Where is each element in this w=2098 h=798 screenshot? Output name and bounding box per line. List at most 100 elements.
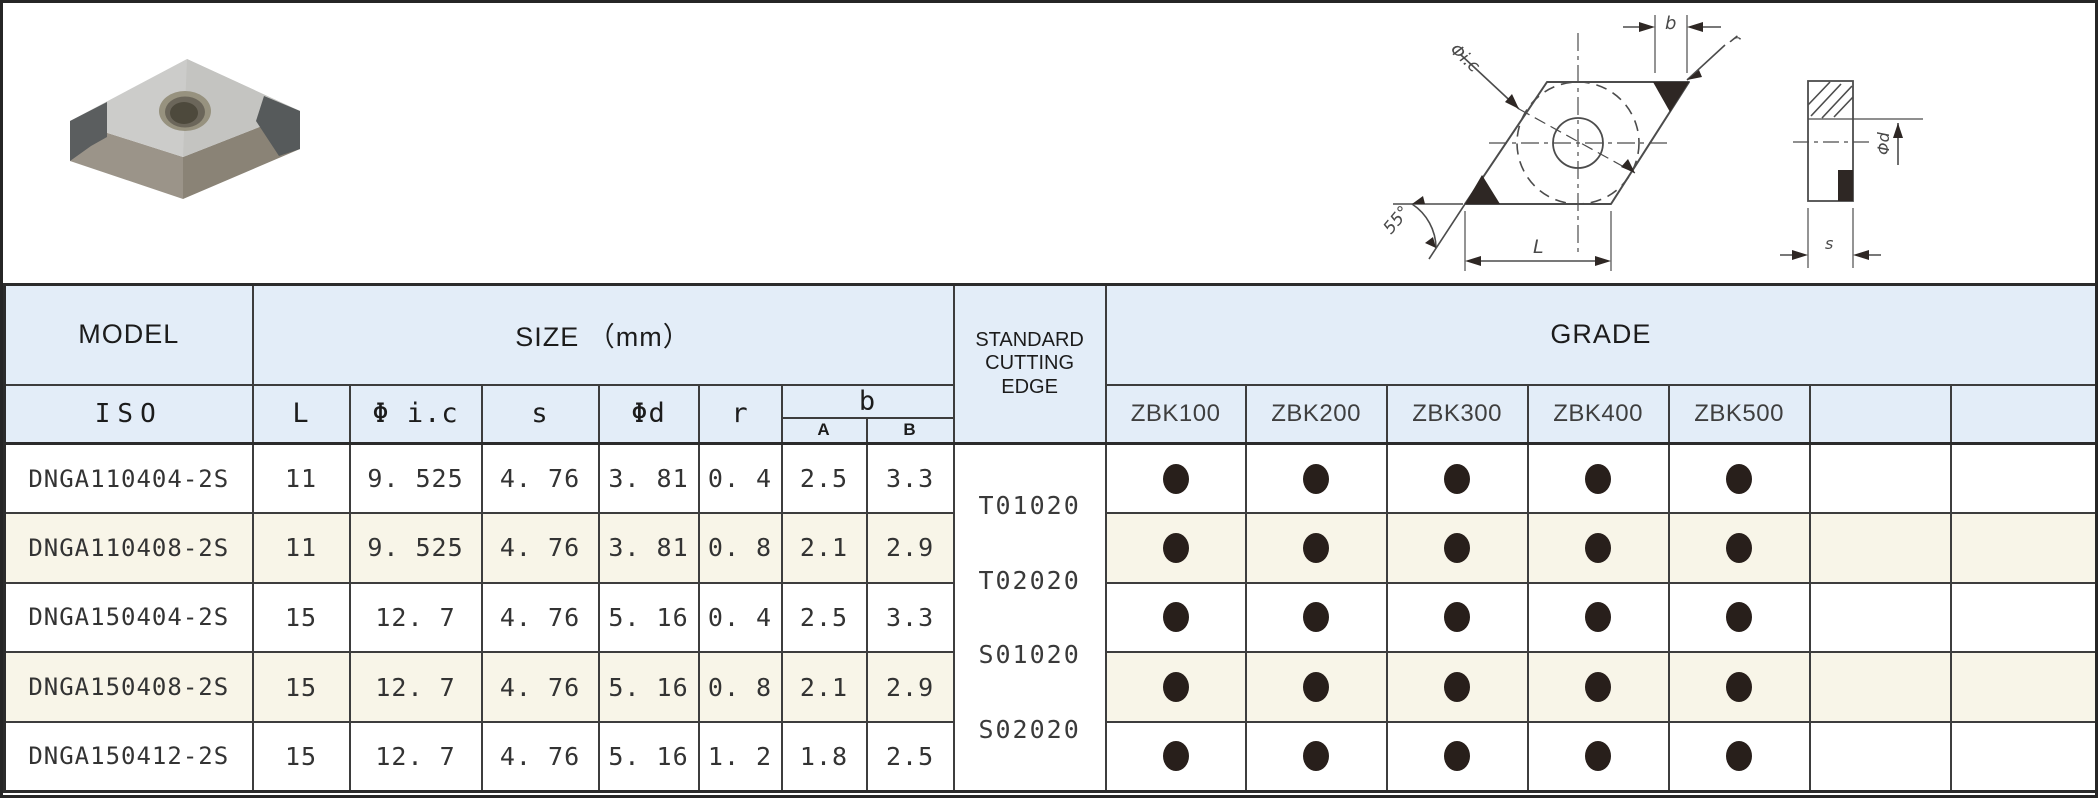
header-cutting-edge-line1: STANDARD [975, 328, 1084, 351]
b-b-cell: 2.9 [865, 512, 955, 584]
b-b-cell: 2.9 [865, 651, 955, 723]
angle-arc [1411, 203, 1437, 249]
header-size: SIZE （mm） [251, 283, 955, 386]
b-a-cell: 2.5 [780, 581, 868, 654]
cutting-edge-label: S02020 [978, 715, 1081, 745]
d-cell: 3. 81 [597, 512, 700, 584]
grade-dot [1162, 741, 1189, 772]
grade-cell [1385, 442, 1529, 515]
grade-cell [1808, 512, 1952, 584]
grade-cell [1244, 581, 1388, 654]
d-cell: 3. 81 [597, 442, 700, 515]
model-cell: DNGA150412-2S [3, 720, 254, 793]
grade-cell [1808, 442, 1952, 515]
header-col-b-a: A [780, 416, 868, 445]
grade-cell [1808, 651, 1952, 723]
hole-circle [1552, 117, 1604, 169]
header-model: MODEL [3, 283, 254, 386]
grade-dot [1162, 463, 1189, 494]
tip-corner-bottom-left [1465, 175, 1500, 204]
top-section: b r Φi.c 55° L Φd s [3, 3, 2095, 283]
insert-tip-right [256, 96, 300, 156]
grade-dot [1585, 672, 1612, 703]
table-row: DNGA150408-2S 15 12. 7 4. 76 5. 16 0. 8 … [3, 651, 2095, 723]
header-grade-zbk200: ZBK200 [1244, 383, 1388, 445]
dim-label-angle: 55° [1380, 202, 1415, 238]
b-b-cell: 2.5 [865, 720, 955, 793]
model-cell: DNGA110404-2S [3, 442, 254, 515]
grade-dot [1726, 741, 1753, 772]
grade-cell [1104, 512, 1247, 584]
b-a-cell: 1.8 [780, 720, 868, 793]
grade-dot [1444, 741, 1471, 772]
grade-cell [1104, 651, 1247, 723]
header-grade-empty-1 [1808, 383, 1952, 445]
insert-photo [70, 59, 300, 199]
header-col-b: b [780, 383, 955, 419]
grade-dot [1162, 672, 1189, 703]
model-cell: DNGA150408-2S [3, 651, 254, 723]
header-cutting-edge-line2: CUTTING [985, 352, 1075, 375]
header-grade-zbk300: ZBK300 [1385, 383, 1529, 445]
grade-cell [1244, 442, 1388, 515]
grade-dot [1444, 532, 1471, 563]
header-cutting-edge-line3: EDGE [1001, 375, 1058, 398]
grade-dot [1303, 741, 1330, 772]
grade-dot [1585, 532, 1612, 563]
header-grade-zbk500: ZBK500 [1667, 383, 1811, 445]
grade-dot [1162, 532, 1189, 563]
header-grade-empty-2 [1949, 383, 2095, 445]
r-cell: 0. 8 [697, 512, 783, 584]
side-view-outline [1807, 80, 1854, 202]
header-col-ic: Φ i.c [348, 383, 483, 445]
grade-cell [1244, 651, 1388, 723]
b-b-cell: 3.3 [865, 442, 955, 515]
grade-dot [1726, 532, 1753, 563]
d-cell: 5. 16 [597, 720, 700, 793]
ic-cell: 12. 7 [348, 581, 483, 654]
ic-cell: 12. 7 [348, 651, 483, 723]
dim-label-L: L [1533, 236, 1544, 258]
header-col-b-b: B [865, 416, 955, 445]
s-cell: 4. 76 [480, 512, 600, 584]
grade-cell [1385, 512, 1529, 584]
cutting-edge-list: T01020 T02020 S01020 S02020 [956, 446, 1104, 790]
side-view-tip [1838, 170, 1853, 201]
header-col-l: L [251, 383, 351, 445]
grade-cell [1949, 581, 2095, 654]
l-cell: 15 [251, 720, 351, 793]
cutting-edge-cell: T01020 T02020 S01020 S02020 [952, 442, 1107, 793]
b-a-cell: 2.1 [780, 512, 868, 584]
grade-cell [1526, 720, 1670, 793]
l-cell: 15 [251, 581, 351, 654]
technical-drawing: b r Φi.c 55° L Φd s [1380, 13, 1923, 271]
grade-cell [1526, 651, 1670, 723]
insert-outline [1464, 81, 1690, 205]
insert-hole-bore [170, 102, 198, 124]
grade-dot [1303, 672, 1330, 703]
grade-cell [1949, 512, 2095, 584]
header-cutting-edge: STANDARD CUTTING EDGE [952, 283, 1107, 445]
ic-cell: 12. 7 [348, 720, 483, 793]
tip-corner-top-right [1653, 82, 1689, 112]
s-cell: 4. 76 [480, 651, 600, 723]
dim-label-s: s [1825, 234, 1833, 253]
ic-cell: 9. 525 [348, 442, 483, 515]
dim-label-r: r [1726, 30, 1745, 50]
grade-cell [1667, 720, 1811, 793]
grade-cell [1385, 581, 1529, 654]
header-col-r: r [697, 383, 783, 445]
grade-dot [1444, 672, 1471, 703]
table-row: DNGA110408-2S 11 9. 525 4. 76 3. 81 0. 8… [3, 512, 2095, 584]
grade-cell [1667, 512, 1811, 584]
insert-tip-left [70, 102, 107, 161]
cutting-edge-label: S01020 [978, 640, 1081, 670]
d-cell: 5. 16 [597, 581, 700, 654]
grade-cell [1949, 651, 2095, 723]
grade-dot [1585, 741, 1612, 772]
grade-dot [1585, 602, 1612, 633]
grade-cell [1244, 512, 1388, 584]
table-row: DNGA150404-2S 15 12. 7 4. 76 5. 16 0. 4 … [3, 581, 2095, 654]
grade-cell [1808, 581, 1952, 654]
grade-dot [1726, 672, 1753, 703]
